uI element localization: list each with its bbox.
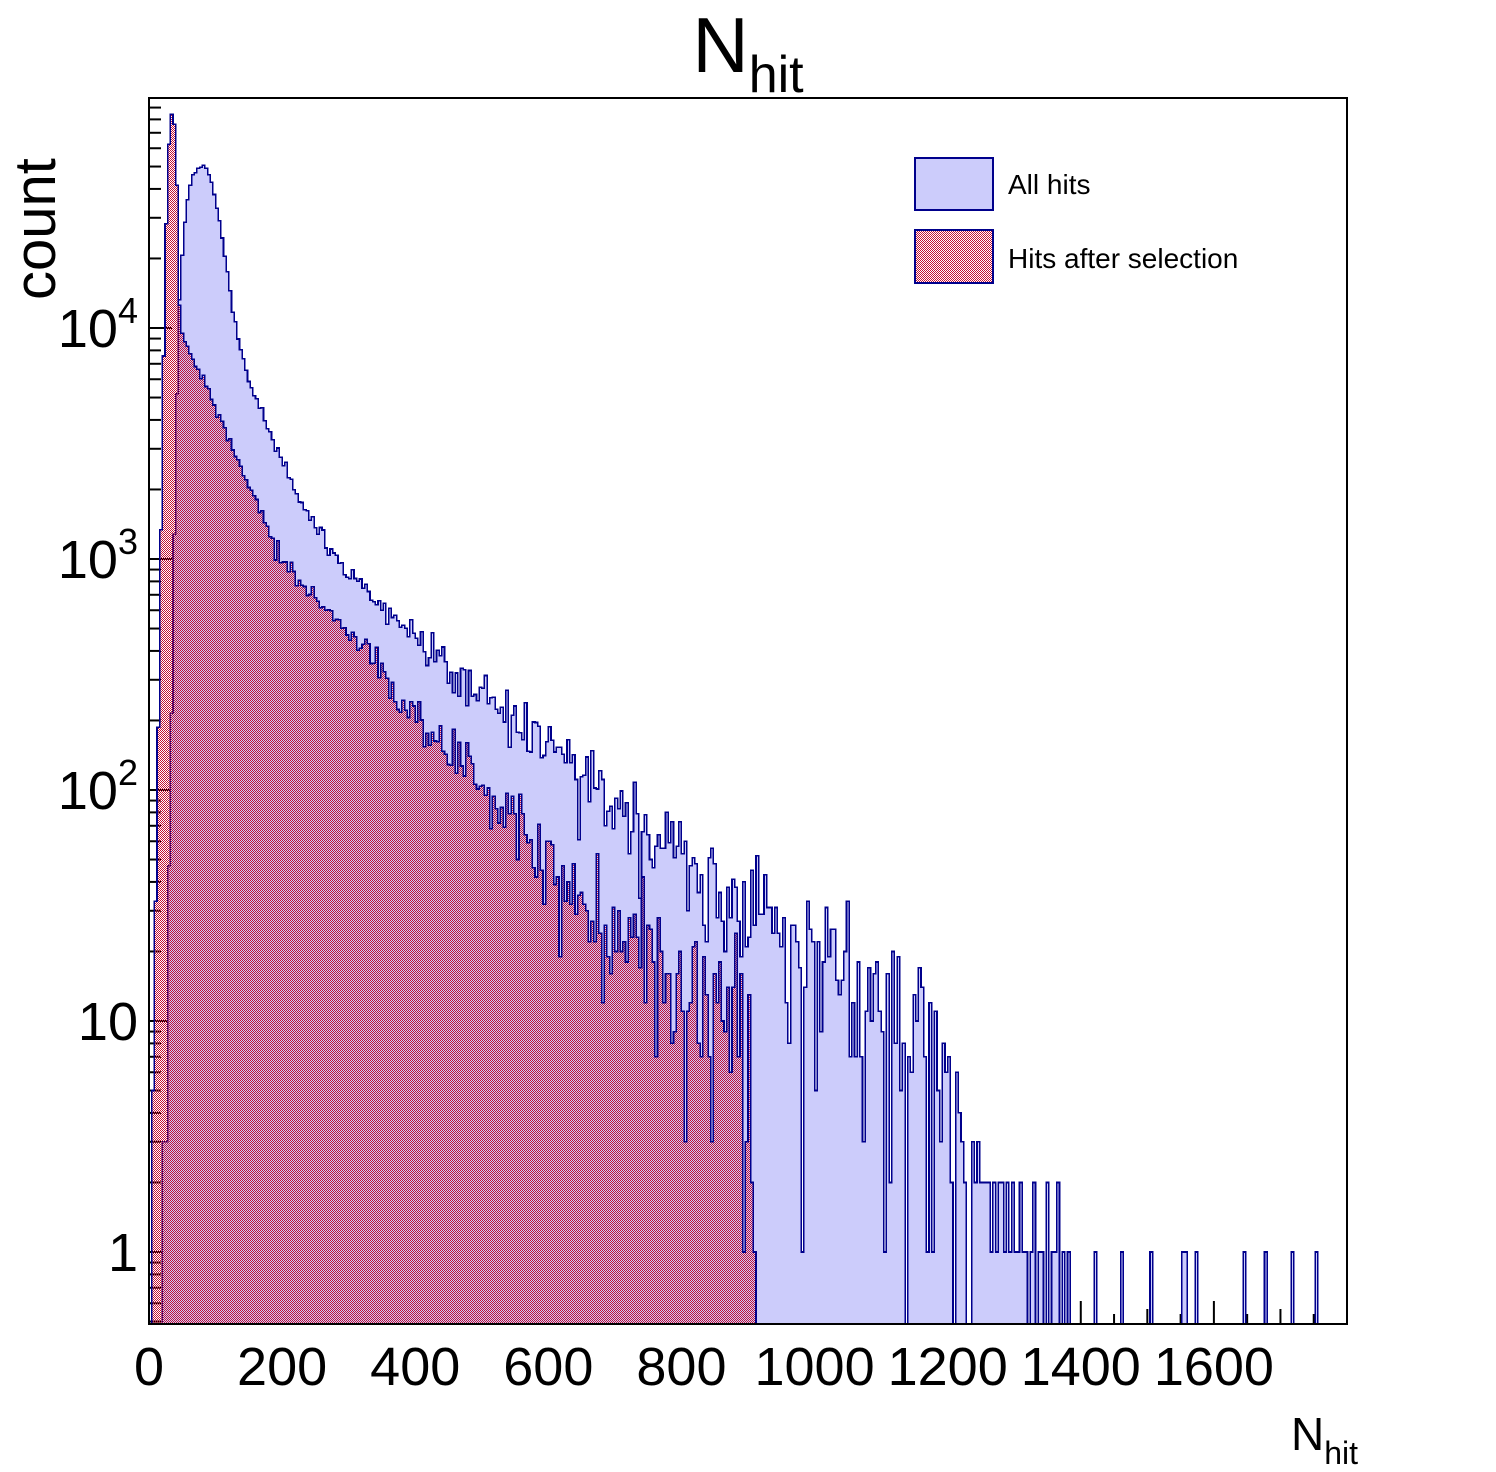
x-tick-labels: 0 200 400 600 800 1000 1200 1400 1600 bbox=[134, 1337, 1274, 1397]
legend-label-all-hits: All hits bbox=[1008, 169, 1090, 200]
tick-label: 600 bbox=[503, 1337, 593, 1397]
tick-label: 1 bbox=[108, 1223, 138, 1283]
x-axis-title-sub: hit bbox=[1324, 1435, 1358, 1471]
legend: All hits Hits after selection bbox=[914, 157, 1238, 284]
plot-frame bbox=[148, 97, 1348, 1325]
legend-label-hits-after-selection: Hits after selection bbox=[1008, 243, 1238, 274]
tick-label: 10 bbox=[78, 992, 138, 1052]
legend-swatch-all-hits bbox=[914, 157, 994, 211]
hits-after-selection-series bbox=[149, 113, 1347, 1325]
y-tick-labels: 1 10 102 103 104 bbox=[58, 290, 138, 1283]
tick-label: 200 bbox=[237, 1337, 327, 1397]
legend-swatch-hits-after-selection bbox=[914, 229, 994, 284]
tick-label: 0 bbox=[134, 1337, 164, 1397]
tick-label: 104 bbox=[58, 290, 138, 359]
y-axis-title: count bbox=[3, 158, 68, 300]
tick-label: 103 bbox=[58, 521, 138, 590]
chart-title: Nhit bbox=[692, 1, 804, 104]
chart-title-sub: hit bbox=[749, 46, 804, 104]
x-axis-title: Nhit bbox=[1291, 1408, 1358, 1471]
x-axis-title-main: N bbox=[1291, 1408, 1324, 1460]
tick-label: 800 bbox=[636, 1337, 726, 1397]
tick-label: 1600 bbox=[1154, 1337, 1274, 1397]
tick-label: 1200 bbox=[888, 1337, 1008, 1397]
tick-label: 1400 bbox=[1021, 1337, 1141, 1397]
tick-label: 102 bbox=[58, 752, 138, 821]
tick-label: 1000 bbox=[754, 1337, 874, 1397]
histogram-path bbox=[149, 113, 1347, 1325]
chart-title-main: N bbox=[692, 1, 748, 89]
tick-label: 400 bbox=[370, 1337, 460, 1397]
